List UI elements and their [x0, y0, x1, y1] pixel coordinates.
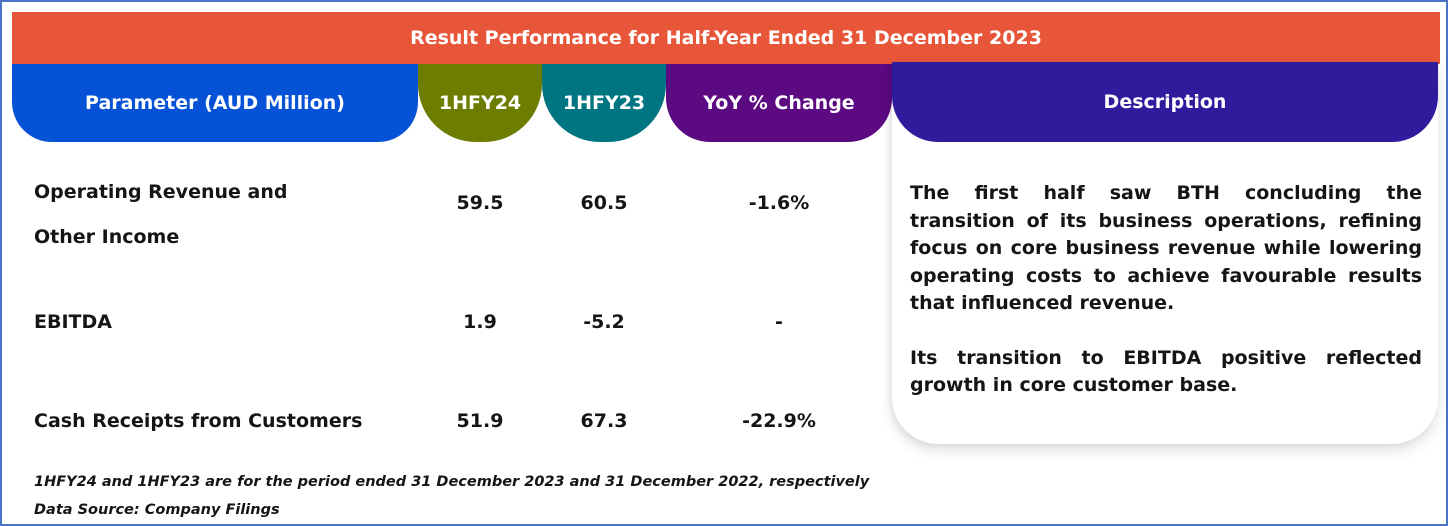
row-label: EBITDA: [34, 311, 112, 333]
description-paragraph-2: Its transition to EBITDA positive reflec…: [910, 346, 1422, 397]
data-source-footnote: Data Source: Company Filings: [34, 502, 280, 518]
row-label-line2: Other Income: [34, 226, 180, 248]
value-1hfy24: 51.9: [456, 410, 504, 432]
table-title: Result Performance for Half-Year Ended 3…: [12, 12, 1440, 64]
value-yoy: -22.9%: [742, 410, 816, 432]
header-1hfy23: 1HFY23: [542, 64, 666, 142]
header-description: Description: [892, 62, 1438, 142]
description-paragraph-1: The first half saw BTH concluding the tr…: [910, 182, 1422, 314]
value-1hfy23: 60.5: [580, 192, 628, 214]
header-parameter: Parameter (AUD Million): [12, 64, 418, 142]
value-1hfy23: -5.2: [583, 311, 625, 333]
description-card: Description The first half saw BTH concl…: [892, 62, 1438, 444]
value-1hfy23: 67.3: [580, 410, 628, 432]
row-label: Cash Receipts from Customers: [34, 410, 363, 432]
description-body: The first half saw BTH concluding the tr…: [910, 180, 1422, 427]
header-1hfy24: 1HFY24: [418, 64, 542, 142]
value-yoy: -: [775, 311, 783, 333]
row-label: Operating Revenue and: [34, 181, 288, 203]
value-yoy: -1.6%: [748, 192, 810, 214]
period-footnote: 1HFY24 and 1HFY23 are for the period end…: [34, 474, 870, 490]
header-yoy-change: YoY % Change: [666, 64, 892, 142]
value-1hfy24: 59.5: [456, 192, 504, 214]
value-1hfy24: 1.9: [463, 311, 497, 333]
